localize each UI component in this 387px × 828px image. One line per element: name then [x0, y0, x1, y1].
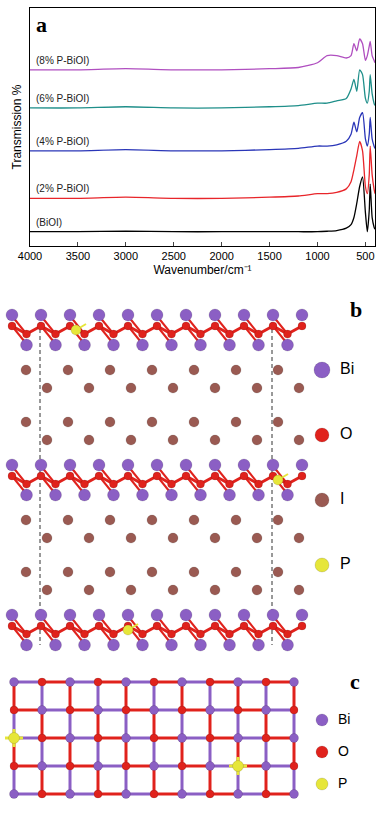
- svg-text:Bi: Bi: [338, 711, 350, 727]
- svg-text:(2% P-BiOI): (2% P-BiOI): [36, 183, 89, 194]
- svg-text:Bi: Bi: [340, 360, 354, 377]
- svg-text:1500: 1500: [257, 250, 281, 262]
- svg-text:Transmission %: Transmission %: [10, 84, 24, 169]
- svg-text:(BiOI): (BiOI): [36, 217, 62, 228]
- svg-text:P: P: [340, 555, 351, 572]
- svg-text:2000: 2000: [209, 250, 233, 262]
- svg-text:(4% P-BiOI): (4% P-BiOI): [36, 136, 89, 147]
- svg-text:P: P: [338, 775, 347, 791]
- svg-text:b: b: [350, 297, 362, 322]
- svg-text:3000: 3000: [114, 250, 138, 262]
- svg-text:2500: 2500: [162, 250, 186, 262]
- svg-text:3500: 3500: [66, 250, 90, 262]
- svg-text:a: a: [36, 12, 47, 37]
- svg-text:4000: 4000: [18, 250, 42, 262]
- svg-text:O: O: [338, 743, 349, 759]
- svg-text:500: 500: [356, 250, 374, 262]
- svg-text:O: O: [340, 425, 352, 442]
- svg-text:Wavenumber/cm⁻¹: Wavenumber/cm⁻¹: [153, 263, 251, 277]
- svg-text:1000: 1000: [305, 250, 329, 262]
- svg-text:(8% P-BiOI): (8% P-BiOI): [36, 55, 89, 66]
- svg-text:(6% P-BiOI): (6% P-BiOI): [36, 93, 89, 104]
- svg-text:c: c: [350, 670, 360, 694]
- svg-text:I: I: [340, 490, 344, 507]
